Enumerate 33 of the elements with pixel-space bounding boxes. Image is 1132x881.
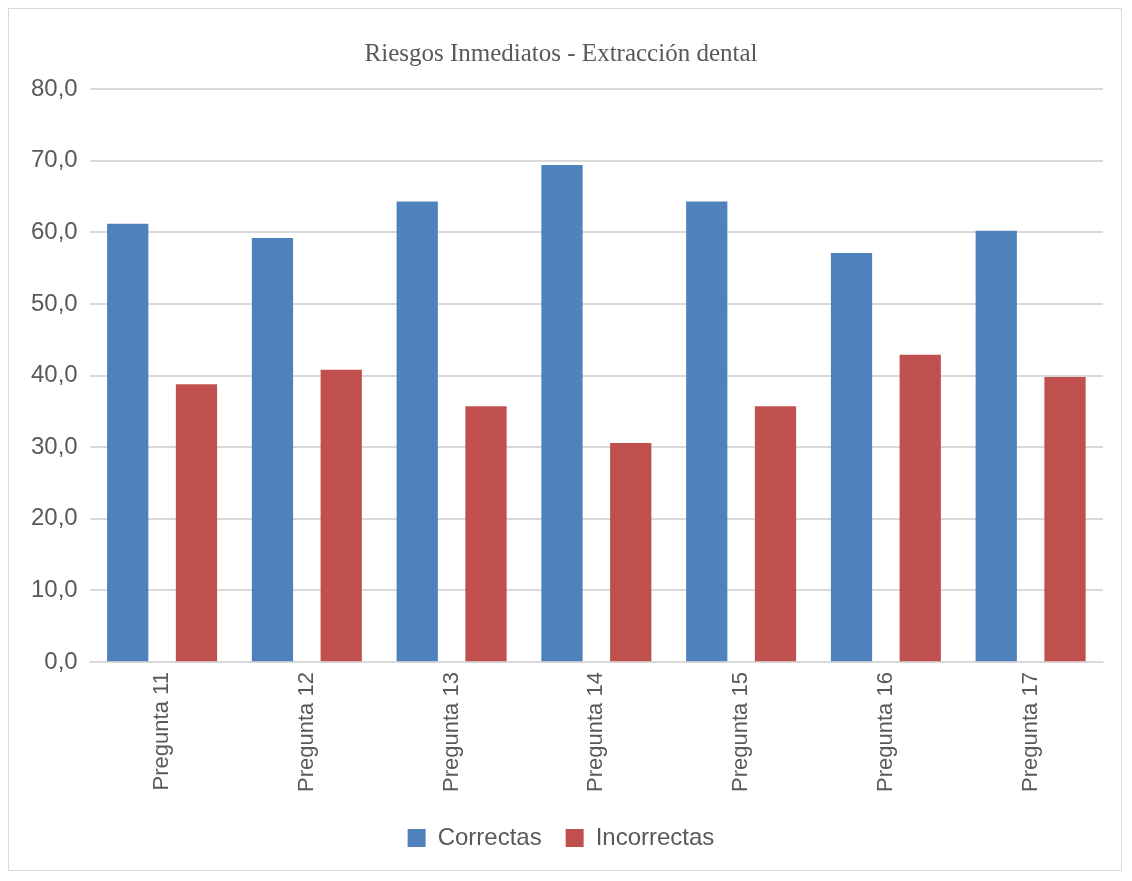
y-tick-label: 40,0 [30,360,78,388]
bar [175,384,218,662]
legend-label: Correctas [437,822,542,850]
bar [320,369,362,662]
bar [975,230,1017,662]
x-tick-label: Pregunta 16 [871,672,897,792]
x-tick-label: Pregunta 11 [148,672,174,791]
y-tick-label: 20,0 [30,503,78,531]
x-tick-label: Pregunta 14 [582,672,608,792]
legend-label: Incorrectas [595,822,715,850]
bar [686,201,728,662]
y-tick-label: 30,0 [30,431,78,459]
bar [830,253,873,662]
x-tick-label: Pregunta 17 [1016,672,1042,792]
y-tick-label: 80,0 [30,73,78,101]
bar [1044,377,1086,662]
bar [251,238,294,662]
bar [899,354,941,662]
y-tick-label: 70,0 [30,145,78,173]
bar [396,201,438,662]
bar [541,164,583,662]
bar [465,406,507,662]
y-tick-label: 50,0 [30,288,78,316]
y-tick-label: 10,0 [30,575,78,603]
y-tick-label: 60,0 [30,216,78,244]
x-tick-label: Pregunta 12 [292,672,318,792]
x-tick-label: Pregunta 15 [727,672,753,792]
chart-title: Riesgos Inmediatos - Extracción dental [364,38,758,66]
bar [754,406,797,662]
y-tick-label: 0,0 [44,646,78,674]
x-tick-label: Pregunta 13 [437,672,463,792]
bar [610,442,652,662]
bar [107,223,149,662]
